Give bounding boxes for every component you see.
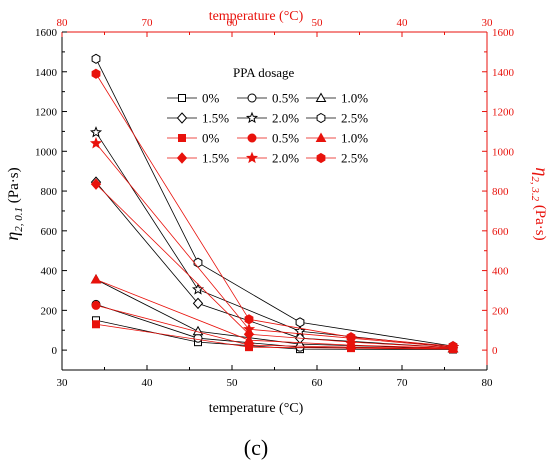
legend-right-label-6: 0% bbox=[202, 131, 220, 146]
y-left-tick-label: 1600 bbox=[35, 27, 58, 39]
series-right-point-4 bbox=[89, 136, 103, 149]
legend-left-label-1: 0.5% bbox=[272, 91, 299, 106]
y-right-tick-label: 1600 bbox=[492, 27, 515, 39]
series-right-group bbox=[89, 68, 460, 354]
legend-right-marker-10 bbox=[245, 151, 259, 164]
series-right-line-1 bbox=[95, 304, 454, 349]
legend-right-label-9: 1.5% bbox=[202, 151, 229, 166]
y-right-tick-label: 200 bbox=[492, 305, 509, 317]
legend-left-marker-3 bbox=[176, 112, 188, 124]
y-left-axis-title: η2, 0.1 (Pa·s) bbox=[2, 167, 25, 240]
legend-left-marker-5 bbox=[316, 112, 326, 124]
series-right-point-5 bbox=[244, 314, 254, 325]
legend-right-marker-7 bbox=[247, 133, 257, 143]
series-right-point-2 bbox=[90, 274, 102, 284]
y-right-axis-title: η2, 3.2 (Pa·s) bbox=[529, 167, 550, 240]
axes-frame bbox=[61, 31, 488, 371]
series-right-point-5 bbox=[448, 341, 458, 352]
legend-left-label-3: 1.5% bbox=[202, 111, 229, 126]
legend: PPA dosage 0% 0.5% 1.0% 1.5% 2.0% 2.5% 0% 0.5% 1… bbox=[167, 65, 368, 166]
legend-left-marker-4 bbox=[245, 111, 259, 124]
x-bottom-tick-label: 30 bbox=[57, 377, 69, 389]
tick-labels: 30 40 50 60 70 80 80 70 60 50 40 30 0 200 400 600 800 100… bbox=[35, 17, 515, 389]
y-left-tick-label: 200 bbox=[41, 305, 58, 317]
legend-right-marker-6 bbox=[178, 134, 186, 142]
series-right-point-4 bbox=[242, 322, 256, 335]
series-left-point-5 bbox=[91, 53, 101, 64]
x-bottom-tick-label: 60 bbox=[312, 377, 324, 389]
legend-left-label-5: 2.5% bbox=[341, 111, 368, 126]
legend-left-marker-1 bbox=[247, 93, 257, 103]
series-left-line-3 bbox=[95, 181, 454, 349]
y-right-tick-label: 600 bbox=[492, 226, 509, 238]
series-right-line-3 bbox=[95, 183, 454, 349]
series-left-point-5 bbox=[193, 257, 203, 268]
legend-right-marker-11 bbox=[316, 152, 326, 164]
legend-right-marker-8 bbox=[315, 132, 327, 142]
x-bottom-tick-label: 40 bbox=[142, 377, 154, 389]
legend-right-label-10: 2.0% bbox=[272, 151, 299, 166]
series-right-point-1 bbox=[91, 300, 101, 310]
y-right-title-main: η bbox=[532, 167, 550, 176]
y-right-tick-label: 0 bbox=[492, 345, 498, 357]
x-top-tick-label: 60 bbox=[227, 17, 239, 29]
y-right-tick-label: 1200 bbox=[492, 107, 515, 119]
series-right-point-5 bbox=[91, 68, 101, 79]
legend-right-marker-9 bbox=[176, 152, 188, 164]
y-left-title-sub: 2, 0.1 bbox=[13, 207, 25, 232]
y-right-tick-label: 1000 bbox=[492, 146, 515, 158]
panel-label: (c) bbox=[244, 435, 268, 460]
series-right-line-4 bbox=[95, 143, 454, 348]
series-right-line-5 bbox=[95, 73, 454, 347]
series-right-point-0 bbox=[92, 320, 100, 329]
x-top-tick-label: 50 bbox=[312, 17, 324, 29]
series-left-point-4 bbox=[191, 283, 205, 295]
y-left-title-main: η bbox=[2, 232, 22, 241]
legend-left-label-4: 2.0% bbox=[272, 111, 299, 126]
legend-right-label-7: 0.5% bbox=[272, 131, 299, 146]
x-bottom-tick-label: 70 bbox=[397, 377, 409, 389]
x-bottom-axis-title: temperature (°C) bbox=[209, 401, 304, 416]
y-left-tick-label: 400 bbox=[41, 266, 58, 278]
legend-left-marker-2 bbox=[315, 92, 327, 102]
y-right-tick-label: 1400 bbox=[492, 67, 515, 79]
x-top-tick-label: 40 bbox=[397, 17, 409, 29]
series-right-line-2 bbox=[95, 279, 454, 349]
x-top-tick-label: 80 bbox=[57, 17, 69, 29]
x-top-axis-title: temperature (°C) bbox=[209, 9, 304, 24]
y-left-tick-label: 1400 bbox=[35, 67, 58, 79]
legend-left-label-0: 0% bbox=[202, 91, 220, 106]
y-right-title-sub: 2, 3.2 bbox=[529, 176, 541, 201]
legend-left-marker-0 bbox=[178, 94, 186, 102]
series-right-point-5 bbox=[346, 332, 356, 343]
series-left-point-1 bbox=[193, 333, 203, 343]
y-left-tick-label: 800 bbox=[41, 186, 58, 198]
series-left-point-5 bbox=[295, 317, 305, 328]
legend-right-label-11: 2.5% bbox=[341, 151, 368, 166]
series-left-point-3 bbox=[192, 297, 204, 310]
y-right-tick-label: 400 bbox=[492, 266, 509, 278]
y-right-title-unit: (Pa·s) bbox=[532, 201, 548, 241]
x-bottom-tick-label: 80 bbox=[482, 377, 494, 389]
x-top-tick-label: 70 bbox=[142, 17, 154, 29]
legend-right-label-8: 1.0% bbox=[341, 131, 368, 146]
x-bottom-tick-label: 50 bbox=[227, 377, 239, 389]
series-right-line-0 bbox=[95, 323, 454, 350]
legend-left-label-2: 1.0% bbox=[341, 91, 368, 106]
x-top-tick-label: 30 bbox=[482, 17, 494, 29]
y-left-tick-label: 1000 bbox=[35, 146, 58, 158]
series-left-line-5 bbox=[95, 58, 454, 347]
y-left-title-unit: (Pa·s) bbox=[6, 167, 22, 207]
series-left-point-4 bbox=[89, 126, 103, 138]
y-left-tick-label: 0 bbox=[52, 345, 58, 357]
y-left-tick-label: 600 bbox=[41, 226, 58, 238]
series-right-point-3 bbox=[90, 178, 102, 190]
y-left-tick-label: 1200 bbox=[35, 107, 58, 119]
tick-marks bbox=[61, 31, 488, 370]
legend-title: PPA dosage bbox=[233, 65, 295, 80]
y-right-tick-label: 800 bbox=[492, 186, 509, 198]
